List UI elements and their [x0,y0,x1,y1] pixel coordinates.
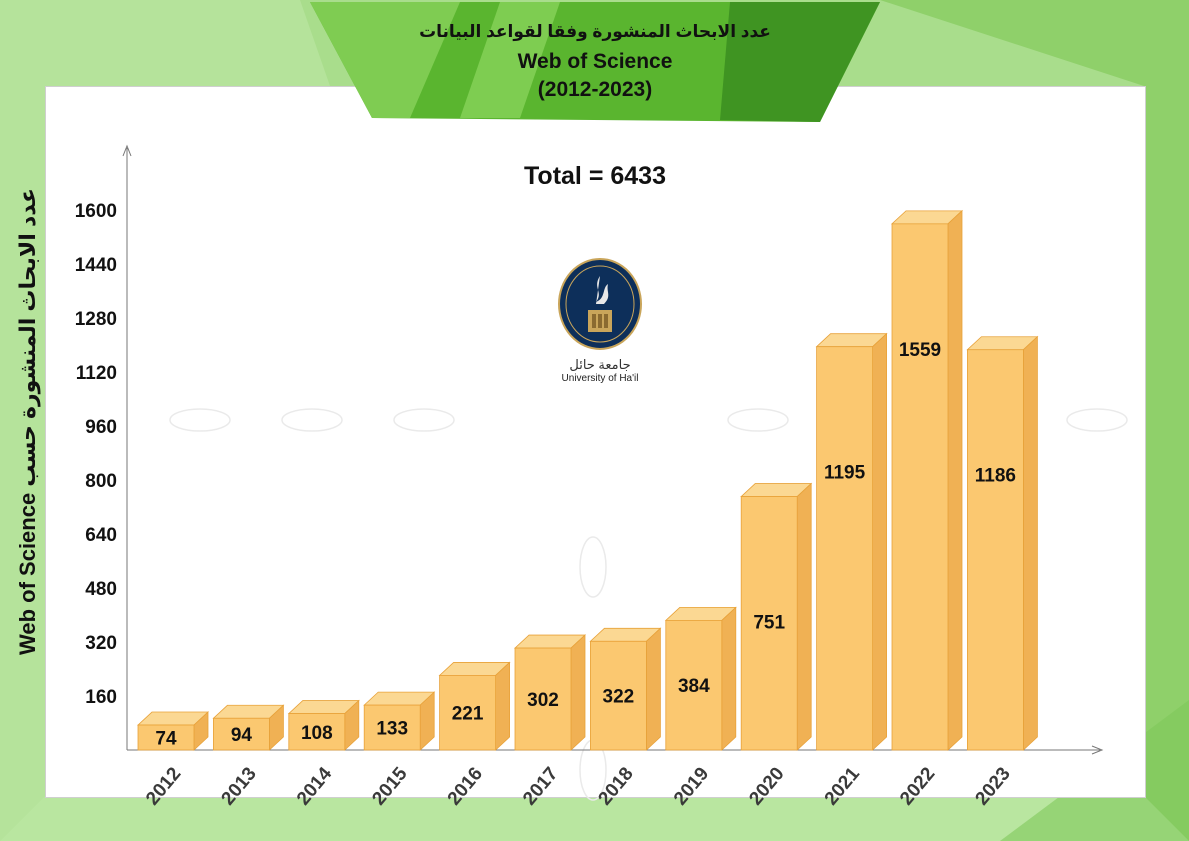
data-label: 302 [527,690,559,711]
decorative-oval [579,536,607,598]
y-tick-label: 320 [85,633,117,654]
bar-side [721,606,737,751]
y-tick-label: 640 [85,525,117,546]
x-tick-label: 2021 [821,763,865,809]
x-axis-arrow [1091,745,1104,755]
y-tick-label: 800 [85,471,117,492]
bar [514,647,572,751]
data-label: 94 [231,725,253,746]
bar [891,223,949,751]
x-tick-label: 2013 [218,764,261,810]
bar-side [570,634,586,751]
bar [439,675,497,751]
bar [212,717,270,751]
bar-side [947,209,963,751]
bar [816,346,873,751]
data-label: 322 [603,687,635,708]
bar [740,496,798,751]
decorative-oval [169,408,231,432]
x-tick-label: 2018 [595,764,638,810]
decorative-oval [727,408,789,432]
bar-side [495,661,511,751]
bar [665,620,723,751]
bar-side [1023,335,1038,751]
bar [363,704,421,751]
x-tick-label: 2017 [519,764,562,810]
data-label: 1559 [899,340,941,361]
university-logo: جامعة حائل University of Ha'il [548,258,652,384]
decorative-oval [393,408,455,432]
x-tick-label: 2015 [368,763,412,809]
total-label: Total = 6433 [524,162,666,190]
decorative-oval [281,408,343,432]
x-tick-label: 2022 [896,764,939,810]
title-database: Web of Science [517,50,673,73]
x-tick-label: 2016 [444,764,487,810]
data-label: 221 [452,704,484,725]
x-tick-label: 2020 [745,764,788,810]
y-tick-label: 1440 [75,255,117,276]
bar [288,713,346,751]
x-tick-label: 2019 [670,764,713,810]
data-label: 384 [678,676,710,697]
x-tick-label: 2012 [142,764,185,810]
y-tick-label: 1280 [75,309,117,330]
bar-side [796,482,812,751]
data-label: 751 [753,613,785,634]
title-arabic: عدد الابحاث المنشورة وفقا لقواعد البيانا… [419,22,771,41]
data-label: 1195 [824,463,866,484]
x-tick-label: 2014 [293,763,337,809]
bar-side [646,627,661,751]
title-years: (2012-2023) [537,78,653,101]
bar-side [872,332,887,751]
logo-english-name: University of Ha'il [561,373,639,384]
bar [967,349,1024,751]
y-tick-label: 1600 [75,201,117,222]
y-tick-label: 160 [85,687,117,708]
bar [590,640,647,751]
logo-arabic-name: جامعة حائل [569,357,631,372]
y-tick-label: 480 [85,579,117,600]
y-tick-label: 960 [85,417,117,438]
bar [137,724,195,751]
x-tick-label: 2023 [972,764,1015,810]
title-banner [310,2,880,122]
data-label: 133 [376,719,408,740]
data-label: 1186 [975,466,1016,487]
data-label: 74 [155,729,177,750]
decorative-oval [1066,408,1128,432]
university-emblem-icon [558,258,642,350]
y-axis-arrow [122,144,132,157]
y-tick-label: 1120 [76,363,117,384]
data-label: 108 [301,723,333,744]
